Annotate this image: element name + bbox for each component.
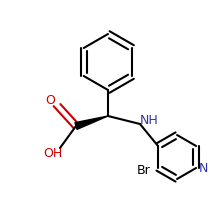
Text: O: O [45,94,55,106]
Text: N: N [198,161,208,174]
Text: NH: NH [140,114,158,126]
Text: OH: OH [43,147,63,160]
Text: Br: Br [137,163,151,176]
Polygon shape [75,116,108,129]
